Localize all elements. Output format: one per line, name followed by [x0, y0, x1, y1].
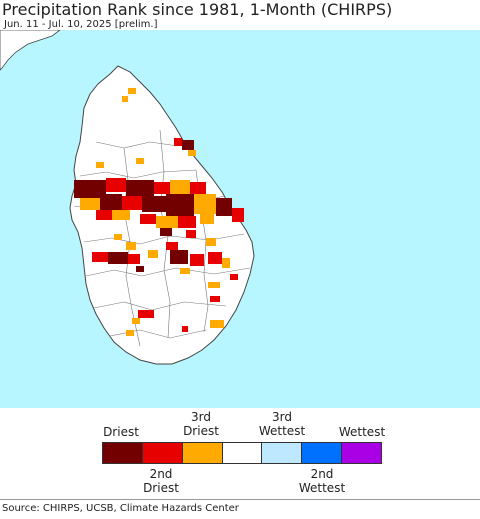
legend-label-3rd-driest: 3rd Driest [183, 410, 219, 438]
map-area [0, 30, 480, 408]
sri-lanka-map [0, 30, 255, 365]
legend-swatch-3rd-wettest [262, 443, 303, 463]
legend-label-2nd-driest: 2nd Driest [143, 467, 179, 495]
legend-label-3rd-wettest: 3rd Wettest [258, 410, 306, 438]
source-credit: Source: CHIRPS, UCSB, Climate Hazards Ce… [2, 503, 239, 514]
legend-swatch-2nd-wettest [302, 443, 343, 463]
legend-label-2nd-wettest: 2nd Wettest [298, 467, 346, 495]
map-subtitle: Jun. 11 - Jul. 10, 2025 [prelim.] [4, 19, 158, 30]
legend-color-bar [102, 442, 382, 464]
rank-cells [74, 88, 244, 336]
legend-swatch-wettest [342, 443, 382, 463]
india-coast [0, 30, 61, 71]
legend-swatch-2nd-driest [142, 443, 183, 463]
legend-label-wettest: Wettest [338, 425, 386, 439]
legend-swatch-normal [222, 443, 263, 463]
legend-label-driest: Driest [103, 425, 139, 439]
footer-divider [0, 499, 480, 500]
legend-swatch-3rd-driest [182, 443, 223, 463]
legend-swatch-driest [103, 443, 143, 463]
map-title: Precipitation Rank since 1981, 1-Month (… [2, 0, 393, 19]
